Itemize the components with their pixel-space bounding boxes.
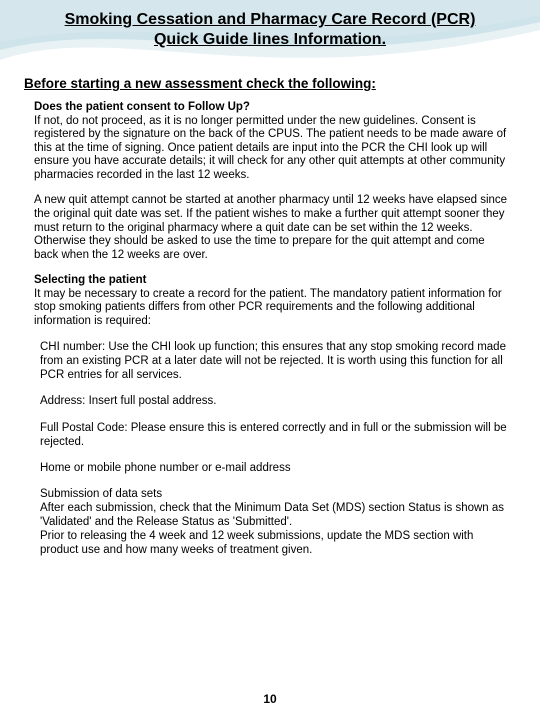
selecting-lead: Selecting the patient: [34, 274, 146, 286]
submission-lead: Submission of data sets: [40, 488, 162, 500]
title-line-2: Quick Guide lines Information.: [154, 31, 386, 48]
address-lead: Address:: [40, 395, 85, 407]
chi-body: Use the CHI look up function; this ensur…: [40, 341, 506, 381]
postal-lead: Full Postal Code: [40, 422, 124, 434]
quit-attempt-paragraph: A new quit attempt cannot be started at …: [34, 194, 512, 262]
consent-paragraph: Does the patient consent to Follow Up? I…: [34, 101, 512, 182]
address-item: Address: Insert full postal address.: [40, 394, 512, 408]
consent-body: If not, do not proceed, as it is no long…: [34, 115, 506, 181]
document-title: Smoking Cessation and Pharmacy Care Reco…: [22, 10, 518, 50]
submission-paragraph: Submission of data sets After each submi…: [40, 487, 512, 557]
submission-body-1: After each submission, check that the Mi…: [40, 502, 504, 514]
submission-bold-1: 'Validated': [40, 516, 92, 528]
submission-bold-2: 'Submitted'.: [233, 516, 292, 528]
phone-lead: Home or mobile phone number or e-mail ad…: [40, 462, 291, 474]
page-number: 10: [0, 692, 540, 706]
chi-number-item: CHI number: Use the CHI look up function…: [40, 340, 512, 382]
consent-lead: Does the patient consent to Follow Up?: [34, 101, 250, 113]
postal-code-item: Full Postal Code: Please ensure this is …: [40, 421, 512, 449]
quit-attempt-body: A new quit attempt cannot be started at …: [34, 194, 507, 260]
chi-lead: CHI number:: [40, 341, 105, 353]
document-content: Smoking Cessation and Pharmacy Care Reco…: [0, 0, 540, 557]
phone-email-item: Home or mobile phone number or e-mail ad…: [40, 461, 512, 475]
postal-end: .: [81, 436, 84, 448]
submission-body-2: and the Release Status as: [92, 516, 233, 528]
submission-body-3: Prior to releasing the 4 week and 12 wee…: [40, 530, 473, 556]
title-line-1: Smoking Cessation and Pharmacy Care Reco…: [65, 11, 476, 28]
selecting-patient-paragraph: Selecting the patient It may be necessar…: [34, 274, 512, 328]
selecting-body: It may be necessary to create a record f…: [34, 288, 502, 327]
address-body: Insert full postal address.: [85, 395, 216, 407]
section-heading: Before starting a new assessment check t…: [24, 76, 518, 91]
